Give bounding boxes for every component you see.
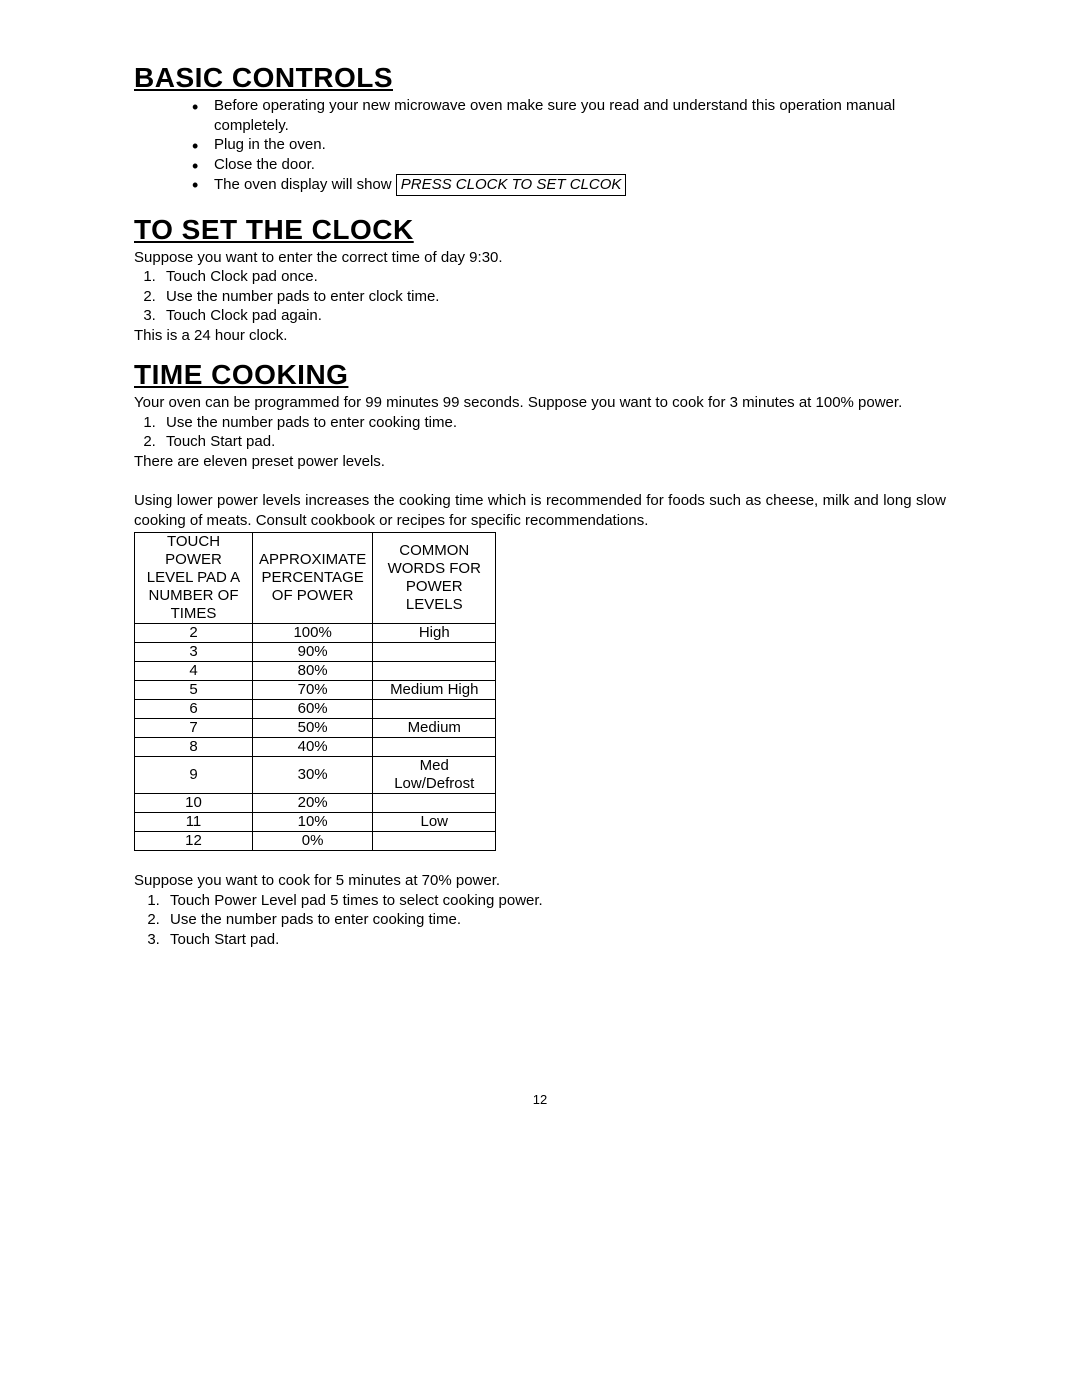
heading-basic-controls: BASIC CONTROLS xyxy=(134,62,946,94)
table-cell: 50% xyxy=(253,719,373,738)
table-cell: 90% xyxy=(253,643,373,662)
table-cell xyxy=(373,662,496,681)
table-cell: 10% xyxy=(253,813,373,832)
table-cell: 12 xyxy=(135,832,253,851)
table-cell: 11 xyxy=(135,813,253,832)
clock-note: This is a 24 hour clock. xyxy=(134,326,946,346)
table-cell xyxy=(373,738,496,757)
table-header: APPROXIMATE PERCENTAGE OF POWER xyxy=(253,533,373,624)
step-item: Touch Clock pad once. xyxy=(160,267,946,287)
table-cell: 20% xyxy=(253,794,373,813)
cooking-intro: Your oven can be programmed for 99 minut… xyxy=(134,393,946,413)
table-row: 390% xyxy=(135,643,496,662)
table-cell: 4 xyxy=(135,662,253,681)
table-cell: 8 xyxy=(135,738,253,757)
table-cell: Medium High xyxy=(373,681,496,700)
table-cell xyxy=(373,832,496,851)
table-cell: 2 xyxy=(135,624,253,643)
table-cell: 5 xyxy=(135,681,253,700)
basic-controls-list: Before operating your new microwave oven… xyxy=(134,96,946,196)
table-cell: 7 xyxy=(135,719,253,738)
table-row: 2100%High xyxy=(135,624,496,643)
table-header: TOUCH POWER LEVEL PAD A NUMBER OF TIMES xyxy=(135,533,253,624)
bullet-item: The oven display will show PRESS CLOCK T… xyxy=(192,174,946,196)
table-cell: 60% xyxy=(253,700,373,719)
heading-time-cooking: TIME COOKING xyxy=(134,359,946,391)
table-row: 930%Med Low/Defrost xyxy=(135,757,496,794)
bullet-text: The oven display will show xyxy=(214,176,396,193)
table-row: 480% xyxy=(135,662,496,681)
table-cell: Medium xyxy=(373,719,496,738)
step-item: Use the number pads to enter cooking tim… xyxy=(160,413,946,433)
table-row: 660% xyxy=(135,700,496,719)
table-row: 1110%Low xyxy=(135,813,496,832)
table-cell: 100% xyxy=(253,624,373,643)
table-row: 1020% xyxy=(135,794,496,813)
page-number: 12 xyxy=(0,1092,1080,1107)
cooking-tip: Using lower power levels increases the c… xyxy=(134,491,946,530)
table-body: 2100%High390%480%570%Medium High660%750%… xyxy=(135,624,496,851)
table-cell: 3 xyxy=(135,643,253,662)
table-row: 750%Medium xyxy=(135,719,496,738)
table-header-row: TOUCH POWER LEVEL PAD A NUMBER OF TIMES … xyxy=(135,533,496,624)
manual-page: BASIC CONTROLS Before operating your new… xyxy=(0,0,1080,1397)
heading-set-clock: TO SET THE CLOCK xyxy=(134,214,946,246)
step-item: Use the number pads to enter cooking tim… xyxy=(164,910,946,930)
table-cell: 9 xyxy=(135,757,253,794)
table-row: 570%Medium High xyxy=(135,681,496,700)
cooking-steps: Use the number pads to enter cooking tim… xyxy=(134,413,946,452)
table-cell: Med Low/Defrost xyxy=(373,757,496,794)
table-cell: 6 xyxy=(135,700,253,719)
bullet-item: Close the door. xyxy=(192,155,946,175)
step-item: Touch Clock pad again. xyxy=(160,306,946,326)
bullet-item: Plug in the oven. xyxy=(192,135,946,155)
step-item: Touch Power Level pad 5 times to select … xyxy=(164,891,946,911)
table-cell: High xyxy=(373,624,496,643)
clock-steps: Touch Clock pad once. Use the number pad… xyxy=(134,267,946,326)
table-cell xyxy=(373,643,496,662)
table-cell: 70% xyxy=(253,681,373,700)
example-steps: Touch Power Level pad 5 times to select … xyxy=(134,891,946,950)
step-item: Touch Start pad. xyxy=(160,432,946,452)
table-cell xyxy=(373,700,496,719)
display-boxed-text: PRESS CLOCK TO SET CLCOK xyxy=(396,174,627,196)
step-item: Use the number pads to enter clock time. xyxy=(160,287,946,307)
step-item: Touch Start pad. xyxy=(164,930,946,950)
table-cell: 30% xyxy=(253,757,373,794)
table-row: 840% xyxy=(135,738,496,757)
table-cell: 80% xyxy=(253,662,373,681)
table-cell xyxy=(373,794,496,813)
table-row: 120% xyxy=(135,832,496,851)
levels-note: There are eleven preset power levels. xyxy=(134,452,946,472)
clock-intro: Suppose you want to enter the correct ti… xyxy=(134,248,946,268)
example-intro: Suppose you want to cook for 5 minutes a… xyxy=(134,871,946,891)
table-cell: 0% xyxy=(253,832,373,851)
table-cell: Low xyxy=(373,813,496,832)
power-level-table: TOUCH POWER LEVEL PAD A NUMBER OF TIMES … xyxy=(134,532,496,851)
table-header: COMMON WORDS FOR POWER LEVELS xyxy=(373,533,496,624)
table-cell: 40% xyxy=(253,738,373,757)
table-cell: 10 xyxy=(135,794,253,813)
bullet-item: Before operating your new microwave oven… xyxy=(192,96,946,135)
